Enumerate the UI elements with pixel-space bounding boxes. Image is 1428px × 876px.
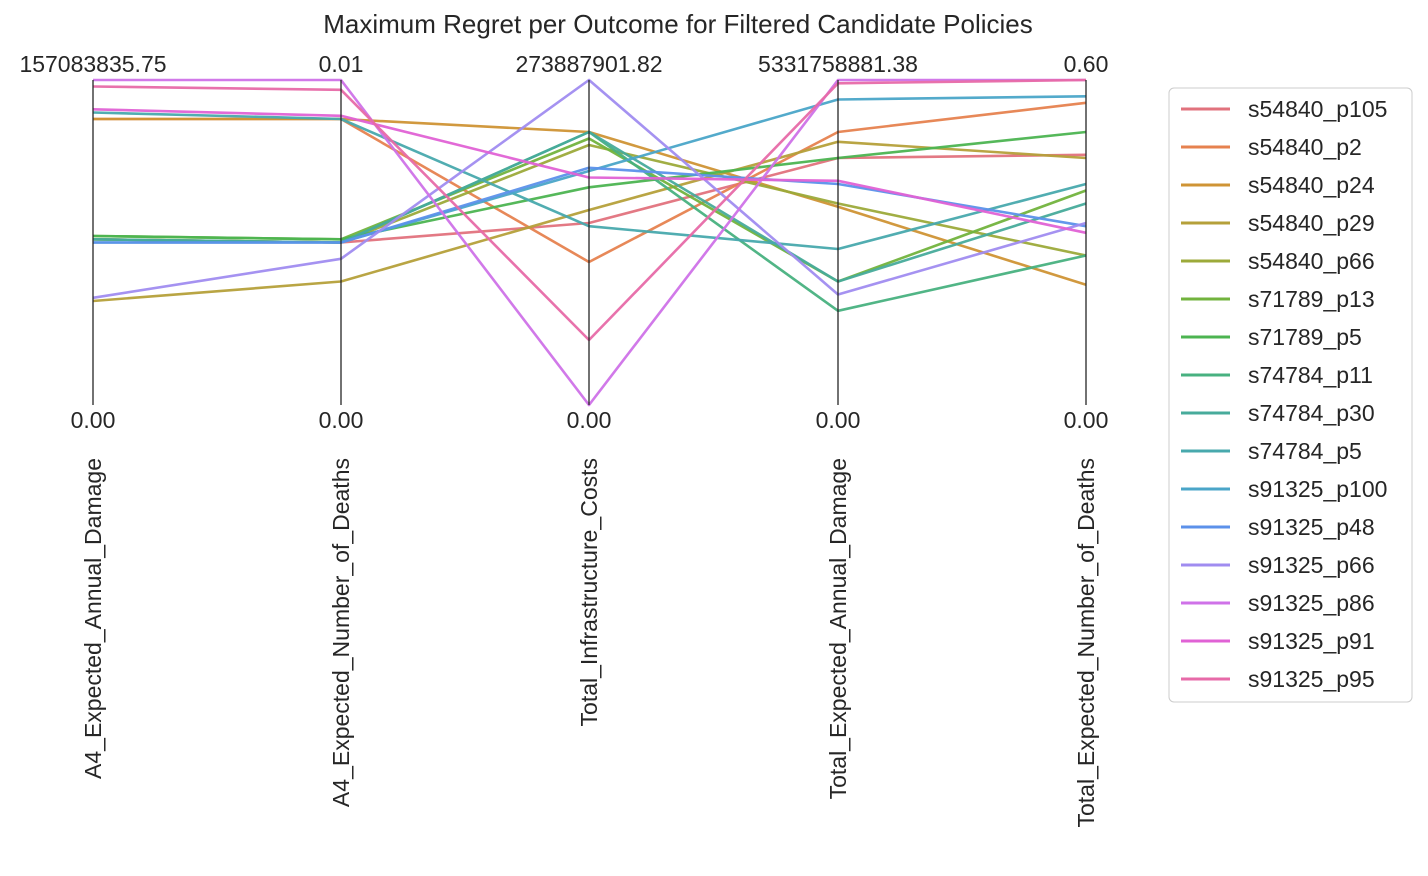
chart-title: Maximum Regret per Outcome for Filtered … xyxy=(323,9,1033,39)
legend-label-s54840_p2: s54840_p2 xyxy=(1248,134,1362,160)
axis-name-0: A4_Expected_Annual_Damage xyxy=(80,458,106,779)
axis-min-label-3: 0.00 xyxy=(816,407,861,433)
axis-name-1: A4_Expected_Number_of_Deaths xyxy=(328,458,354,807)
legend-label-s71789_p13: s71789_p13 xyxy=(1248,286,1375,312)
legend-label-s74784_p30: s74784_p30 xyxy=(1248,400,1375,426)
axis-name-4: Total_Expected_Number_of_Deaths xyxy=(1073,458,1099,828)
axis-max-label-2: 273887901.82 xyxy=(515,51,662,77)
legend-label-s74784_p5: s74784_p5 xyxy=(1248,438,1362,464)
axes: 157083835.75 0.00 A4_Expected_Annual_Damag… xyxy=(19,51,1108,828)
axis-min-label-0: 0.00 xyxy=(71,407,116,433)
legend-label-s91325_p95: s91325_p95 xyxy=(1248,666,1375,692)
legend-label-s54840_p24: s54840_p24 xyxy=(1248,172,1375,198)
axis-name-3: Total_Expected_Annual_Damage xyxy=(825,458,851,799)
axis-name-2: Total_Infrastructure_Costs xyxy=(576,458,602,726)
axis-max-label-4: 0.60 xyxy=(1064,51,1109,77)
legend-label-s91325_p91: s91325_p91 xyxy=(1248,628,1375,654)
legend-box xyxy=(1168,87,1413,703)
legend-label-s91325_p48: s91325_p48 xyxy=(1248,514,1375,540)
legend-label-s54840_p66: s54840_p66 xyxy=(1248,248,1375,274)
legend-label-s71789_p5: s71789_p5 xyxy=(1248,324,1362,350)
axis-min-label-2: 0.00 xyxy=(567,407,612,433)
legend: s54840_p105 s54840_p2 s54840_p24 s54840_p29… xyxy=(1168,87,1413,703)
legend-label-s54840_p29: s54840_p29 xyxy=(1248,210,1375,236)
axis-min-label-1: 0.00 xyxy=(319,407,364,433)
axis-max-label-1: 0.01 xyxy=(319,51,364,77)
legend-label-s91325_p100: s91325_p100 xyxy=(1248,476,1387,502)
axis-max-label-0: 157083835.75 xyxy=(19,51,166,77)
legend-label-s91325_p86: s91325_p86 xyxy=(1248,590,1375,616)
axis-min-label-4: 0.00 xyxy=(1064,407,1109,433)
axis-max-label-3: 5331758881.38 xyxy=(758,51,918,77)
legend-label-s54840_p105: s54840_p105 xyxy=(1248,96,1387,122)
legend-label-s91325_p66: s91325_p66 xyxy=(1248,552,1375,578)
legend-label-s74784_p11: s74784_p11 xyxy=(1248,362,1373,388)
